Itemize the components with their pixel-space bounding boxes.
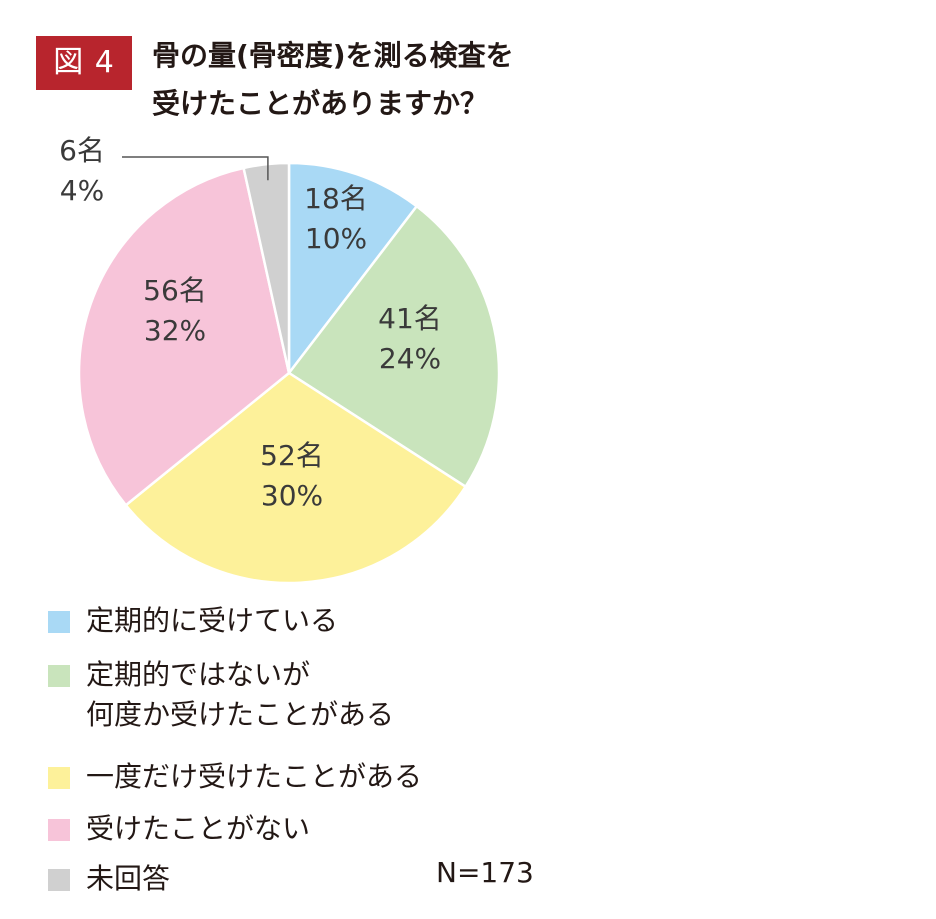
legend-swatch-regular (48, 611, 70, 633)
legend-swatch-once (48, 767, 70, 789)
pie-slice-never (77, 166, 291, 507)
slice-label-regular-percent: 10% (305, 222, 367, 255)
chart-title-line-2: 受けたことがありますか？ (152, 87, 489, 120)
legend-label-line: 定期的ではないが (86, 658, 311, 691)
legend-label-line: 未回答 (86, 862, 171, 895)
legend-label-line: 受けたことがない (86, 812, 311, 845)
slice-label-no-answer-percent: 4% (60, 174, 104, 207)
legend-label-line: 何度か受けたことがある (86, 698, 395, 731)
legend-label-regular: 定期的に受けている (86, 601, 338, 641)
legend-label-line: 一度だけ受けたことがある (86, 760, 423, 793)
chart-title-line-1: 骨の量(骨密度)を測る検査を (152, 39, 514, 72)
slice-label-several-times-count: 41名 (378, 302, 442, 335)
slice-label-never-percent: 32% (144, 314, 206, 347)
leader-line-no-answer (122, 156, 269, 181)
sample-size-label: N=173 (436, 856, 534, 889)
pie-chart: 18名 10% 41名 24% 52名 30% 56名 32% 6名 4% (59, 134, 501, 585)
legend-label-no-answer: 未回答 (86, 859, 170, 899)
legend-swatch-several-times (48, 665, 70, 687)
legend-label-once: 一度だけ受けたことがある (86, 757, 422, 797)
pie-slice-regular (287, 161, 419, 377)
slice-label-regular-count: 18名 (304, 182, 368, 215)
figure-badge: 図 4 (36, 36, 132, 90)
legend-label-line: 定期的に受けている (86, 604, 339, 637)
slice-label-never-count: 56名 (143, 274, 207, 307)
slice-label-no-answer-count: 6名 (59, 134, 105, 167)
pie-slice-several-times (287, 204, 501, 489)
chart-title: 骨の量(骨密度)を測る検査を 受けたことがありますか？ (152, 32, 514, 128)
slice-label-several-times-percent: 24% (379, 342, 441, 375)
pie-slice-once (124, 371, 468, 585)
legend-label-never: 受けたことがない (86, 809, 310, 849)
legend-swatch-never (48, 819, 70, 841)
legend-swatch-no-answer (48, 869, 70, 891)
slice-label-once-count: 52名 (260, 439, 324, 472)
pie-slice-no-answer (242, 161, 291, 374)
legend-label-several-times: 定期的ではないが 何度か受けたことがある (86, 655, 394, 735)
slice-label-once-percent: 30% (261, 479, 323, 512)
